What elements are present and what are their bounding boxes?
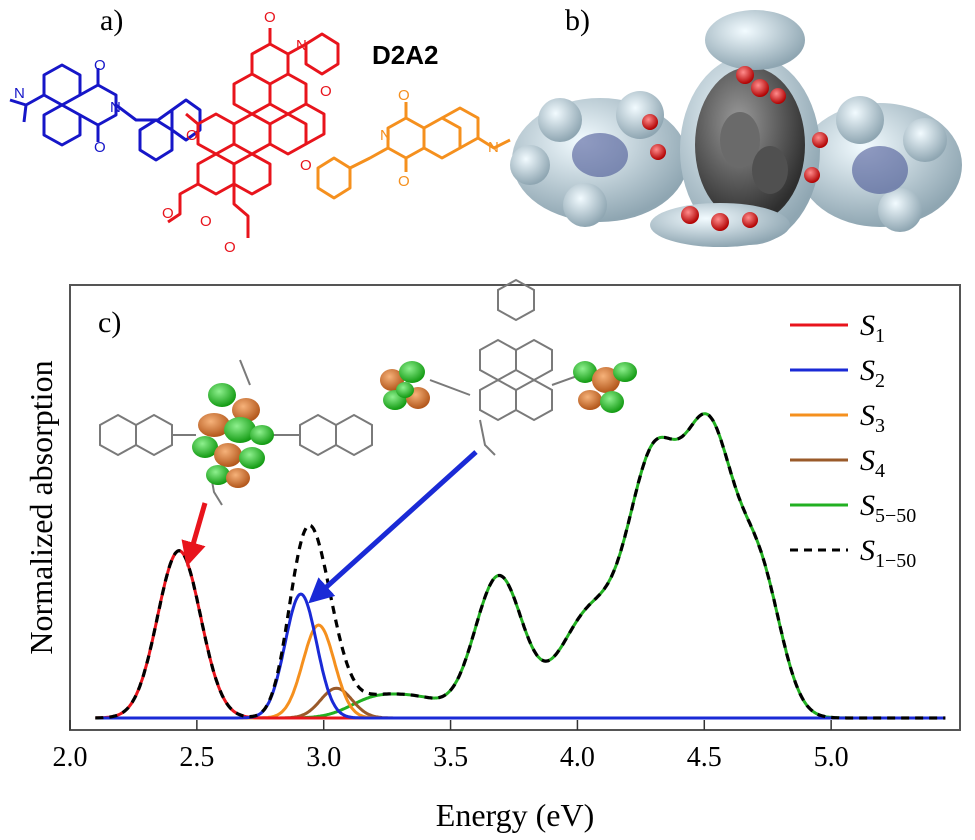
series-line-s3 (95, 623, 946, 720)
hydrogen-cloud-right (798, 96, 962, 232)
spectral-curves (95, 412, 946, 720)
legend-label-s1-50: S1−50 (860, 534, 916, 572)
panel-label-c: c) (98, 306, 122, 339)
x-tick-label: 2.0 (53, 742, 88, 773)
plot-frame (69, 284, 961, 731)
absorption-chart: 2.0 2.5 3.0 3.5 4.0 4.5 5.0 Energy (eV) Normal… (23, 278, 961, 833)
svg-text:O: O (398, 87, 410, 104)
x-tick-label: 2.5 (179, 742, 214, 773)
svg-text:O: O (162, 205, 174, 222)
svg-text:O: O (224, 239, 236, 256)
legend-label-s5-50: S5−50 (860, 489, 916, 527)
x-axis-ticks: 2.0 2.5 3.0 3.5 4.0 4.5 5.0 (53, 720, 849, 773)
hydrogen-cloud-left (510, 91, 688, 227)
arrow-to-s1-peak (181, 502, 208, 567)
svg-text:O: O (300, 157, 312, 174)
svg-text:N: N (110, 99, 121, 116)
acceptor-naphthalimide-right (316, 102, 511, 200)
svg-text:O: O (200, 213, 212, 230)
svg-text:O: O (398, 173, 410, 190)
x-tick-label: 5.0 (814, 742, 849, 773)
phenyl-linker-left (138, 118, 174, 162)
svg-text:N: N (488, 139, 499, 156)
svg-text:N: N (380, 127, 391, 144)
x-tick-label: 3.0 (306, 742, 341, 773)
series-line-s1-50 (95, 412, 946, 720)
legend-label-s2: S2 (860, 354, 885, 392)
oxygen-atoms (642, 66, 828, 231)
x-tick-label: 4.5 (687, 742, 722, 773)
svg-text:N: N (296, 37, 307, 54)
svg-text:O: O (94, 57, 106, 74)
compound-name: D2A2 (372, 40, 439, 70)
svg-text:O: O (94, 139, 106, 156)
legend: S1 S2 S3 S4 S5−50 S1−50 (790, 309, 916, 572)
series-line-s1 (95, 549, 946, 720)
svg-text:N: N (14, 85, 25, 102)
legend-label-s3: S3 (860, 399, 885, 437)
svg-text:O: O (264, 9, 276, 26)
x-axis-label: Energy (eV) (436, 797, 594, 833)
orbital-inset-s2 (380, 278, 637, 456)
svg-text:O: O (186, 127, 198, 144)
panel-label-b: b) (565, 4, 590, 37)
md-snapshot-image (510, 10, 962, 247)
series-line-s2 (95, 592, 946, 720)
svg-text:O: O (320, 83, 332, 100)
perylene-core (167, 28, 340, 238)
arrow-to-s2-peak (308, 450, 478, 604)
panel-label-a: a) (100, 4, 124, 37)
x-tick-label: 4.0 (560, 742, 595, 773)
legend-label-s1: S1 (860, 309, 885, 347)
orbital-inset-s1 (99, 359, 373, 506)
legend-label-s4: S4 (860, 444, 885, 482)
molecule-structure-d2a2: O O N N O N O O O O O O (9, 9, 511, 256)
x-tick-label: 3.5 (433, 742, 468, 773)
y-axis-label: Normalized absorption (23, 360, 59, 654)
